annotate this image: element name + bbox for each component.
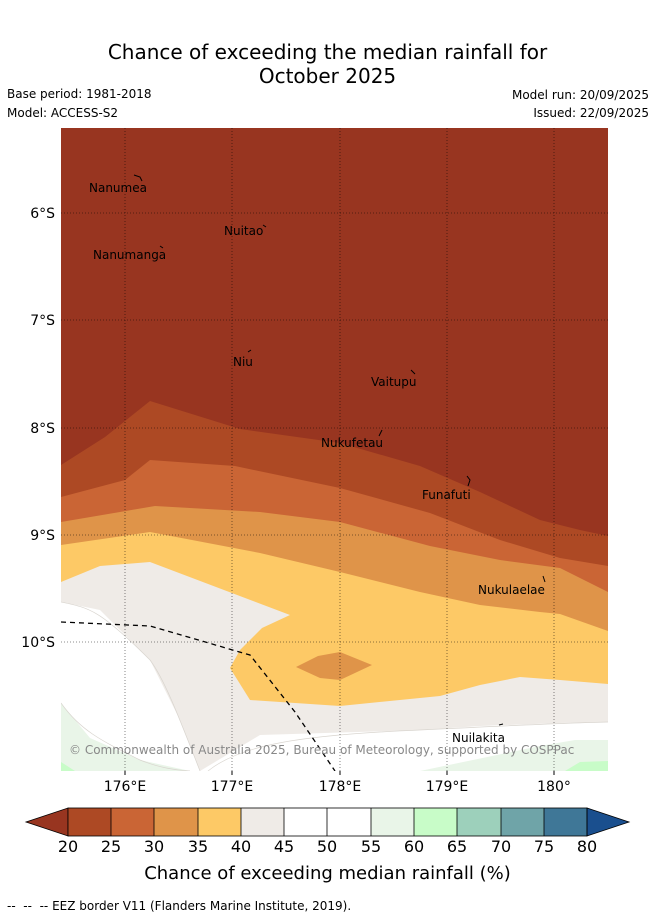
colorbar-label: 20 bbox=[57, 837, 79, 856]
island-outlines bbox=[133, 174, 546, 726]
title-line-1: Chance of exceeding the median rainfall … bbox=[107, 40, 548, 64]
model-name: Model: ACCESS-S2 bbox=[7, 106, 119, 120]
island-label-vaitupu: Vaitupu bbox=[371, 375, 417, 389]
contour-lines bbox=[61, 601, 608, 771]
lon-tick-labels: 176°E 177°E 178°E 179°E 180° bbox=[104, 779, 571, 795]
colorbar-label: 70 bbox=[490, 837, 512, 856]
island-label-nukufetau: Nukufetau bbox=[321, 436, 383, 450]
island-label-niu: Niu bbox=[233, 355, 253, 369]
base-period: Base period: 1981-2018 bbox=[7, 87, 152, 101]
band-45-50 bbox=[61, 562, 608, 771]
colorbar-label: 25 bbox=[100, 837, 122, 856]
copyright-notice: © Commonwealth of Australia 2025, Bureau… bbox=[69, 743, 574, 757]
lon-tick-label: 177°E bbox=[211, 779, 254, 795]
band-35-40-patch bbox=[296, 652, 372, 680]
colorbar-label: 55 bbox=[360, 837, 382, 856]
band-55-60 bbox=[61, 703, 190, 771]
island-label-nanumanga: Nanumanga bbox=[93, 248, 166, 262]
band-60-65 bbox=[61, 762, 75, 771]
band-55-60-south bbox=[420, 740, 608, 771]
lon-tick-label: 178°E bbox=[319, 779, 362, 795]
colorbar-label: 45 bbox=[273, 837, 295, 856]
colorbar-title: Chance of exceeding median rainfall (%) bbox=[144, 863, 511, 884]
colorbar-bin bbox=[501, 808, 544, 836]
lon-tick-label: 179°E bbox=[426, 779, 469, 795]
island-label-nuilakita: Nuilakita bbox=[452, 731, 505, 745]
island-label-nukulaelae: Nukulaelae bbox=[478, 583, 545, 597]
lat-tick-label: 6°S bbox=[30, 206, 55, 222]
title-line-2: October 2025 bbox=[258, 64, 397, 88]
colorbar-bin bbox=[327, 808, 371, 836]
lat-tick-labels: 6°S 7°S 8°S 9°S 10°S bbox=[21, 206, 55, 651]
colorbar-bin bbox=[68, 808, 111, 836]
colorbar bbox=[24, 807, 631, 837]
island-label-nuitao: Nuitao bbox=[224, 224, 263, 238]
band-50-55 bbox=[61, 602, 200, 771]
band-60-65-south bbox=[565, 761, 608, 771]
colorbar-label: 40 bbox=[230, 837, 252, 856]
lat-tick-label: 9°S bbox=[30, 528, 55, 544]
probability-shading bbox=[61, 128, 608, 771]
colorbar-label: 50 bbox=[316, 837, 338, 856]
lat-tick-label: 7°S bbox=[30, 313, 55, 329]
map-title: Chance of exceeding the median rainfall … bbox=[0, 40, 655, 88]
colorbar-label: 30 bbox=[143, 837, 165, 856]
island-label-funafuti: Funafuti bbox=[422, 488, 471, 502]
graticule bbox=[61, 128, 608, 771]
colorbar-label: 75 bbox=[533, 837, 555, 856]
island-label-nanumea: Nanumea bbox=[89, 181, 147, 195]
colorbar-label: 65 bbox=[446, 837, 468, 856]
colorbar-extend-low bbox=[24, 807, 69, 837]
colorbar-label: 80 bbox=[576, 837, 598, 856]
colorbar-label: 35 bbox=[187, 837, 209, 856]
axis-ticks bbox=[124, 771, 555, 775]
colorbar-extend-high bbox=[586, 807, 631, 837]
colorbar-bin bbox=[371, 808, 414, 836]
colorbar-bin bbox=[544, 808, 587, 836]
model-run: Model run: 20/09/2025 bbox=[511, 88, 649, 102]
eez-border bbox=[61, 621, 336, 771]
eez-legend-text: EEZ border V11 (Flanders Marine Institut… bbox=[52, 899, 352, 913]
colorbar-bin bbox=[198, 808, 241, 836]
lat-tick-label: 8°S bbox=[30, 421, 55, 437]
colorbar-bin bbox=[111, 808, 154, 836]
colorbar-bin bbox=[284, 808, 327, 836]
issued-date: Issued: 22/09/2025 bbox=[533, 106, 649, 120]
colorbar-label: 60 bbox=[403, 837, 425, 856]
lat-tick-label: 10°S bbox=[21, 635, 55, 651]
colorbar-bin bbox=[241, 808, 284, 836]
footer-note: -- -- -- EEZ border V11 (Flanders Marine… bbox=[7, 899, 351, 913]
colorbar-bin bbox=[154, 808, 198, 836]
colorbar-dividers bbox=[67, 807, 588, 837]
eez-legend-line: -- -- -- bbox=[7, 899, 53, 913]
lon-tick-label: 176°E bbox=[104, 779, 147, 795]
colorbar-bin bbox=[457, 808, 501, 836]
lon-tick-label: 180° bbox=[537, 779, 571, 795]
colorbar-bin bbox=[414, 808, 457, 836]
island-labels: Nanumea Nuitao Nanumanga Niu Vaitupu Nuk… bbox=[89, 181, 545, 745]
